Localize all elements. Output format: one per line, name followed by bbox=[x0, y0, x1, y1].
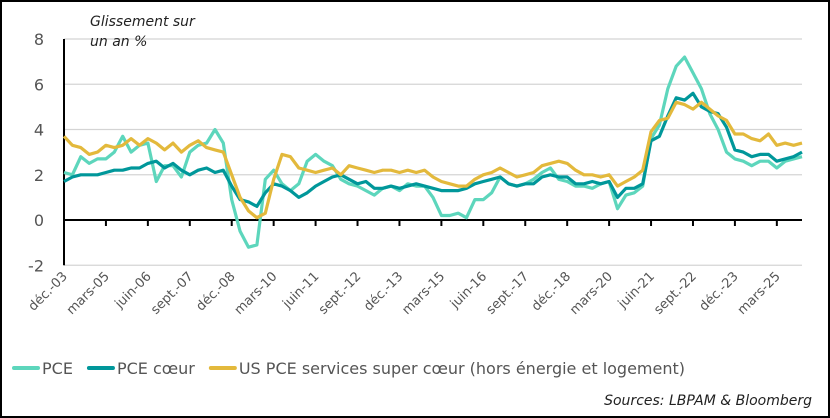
x-tick-label: mars-20 bbox=[567, 269, 616, 318]
legend-item: PCE cœur bbox=[86, 359, 195, 378]
series-line-us bbox=[62, 100, 803, 220]
x-tick-label: sept.-17 bbox=[484, 269, 532, 317]
y-axis-ticks: -2 0 2 4 6 8 bbox=[28, 30, 44, 275]
series-lines bbox=[62, 55, 803, 249]
legend-item: PCE bbox=[12, 359, 73, 378]
source-note: Sources: LBPAM & Bloomberg bbox=[604, 393, 812, 409]
series-line-pce bbox=[63, 55, 803, 249]
y-tick-label: 4 bbox=[34, 121, 44, 140]
y-axis-title-line-1: Glissement sur bbox=[90, 14, 196, 30]
y-tick-label: -2 bbox=[28, 256, 44, 275]
y-tick-label: 8 bbox=[34, 30, 44, 49]
x-tick-label: sept.-12 bbox=[316, 269, 364, 317]
x-tick-label: mars-25 bbox=[735, 269, 784, 318]
x-tick-label: mars-10 bbox=[232, 269, 281, 318]
y-axis-title-line-2: un an % bbox=[90, 34, 147, 50]
legend-label: PCE bbox=[42, 359, 73, 378]
series-line-pce bbox=[63, 91, 803, 208]
x-tick-label: mars-05 bbox=[64, 269, 113, 318]
x-tick-label: sept.-07 bbox=[148, 269, 196, 317]
legend-label: US PCE services super cœur (hors énergie… bbox=[239, 359, 685, 378]
x-tick-label: mars-15 bbox=[399, 269, 448, 318]
legend-item: US PCE services super cœur (hors énergie… bbox=[208, 359, 685, 378]
y-tick-label: 0 bbox=[34, 211, 44, 230]
y-tick-label: 6 bbox=[34, 75, 44, 94]
legend: PCE PCE cœur US PCE services super cœur (h… bbox=[12, 359, 685, 378]
legend-label: PCE cœur bbox=[117, 359, 195, 378]
x-tick-label: sept.-22 bbox=[651, 269, 699, 317]
y-tick-label: 2 bbox=[34, 166, 44, 185]
